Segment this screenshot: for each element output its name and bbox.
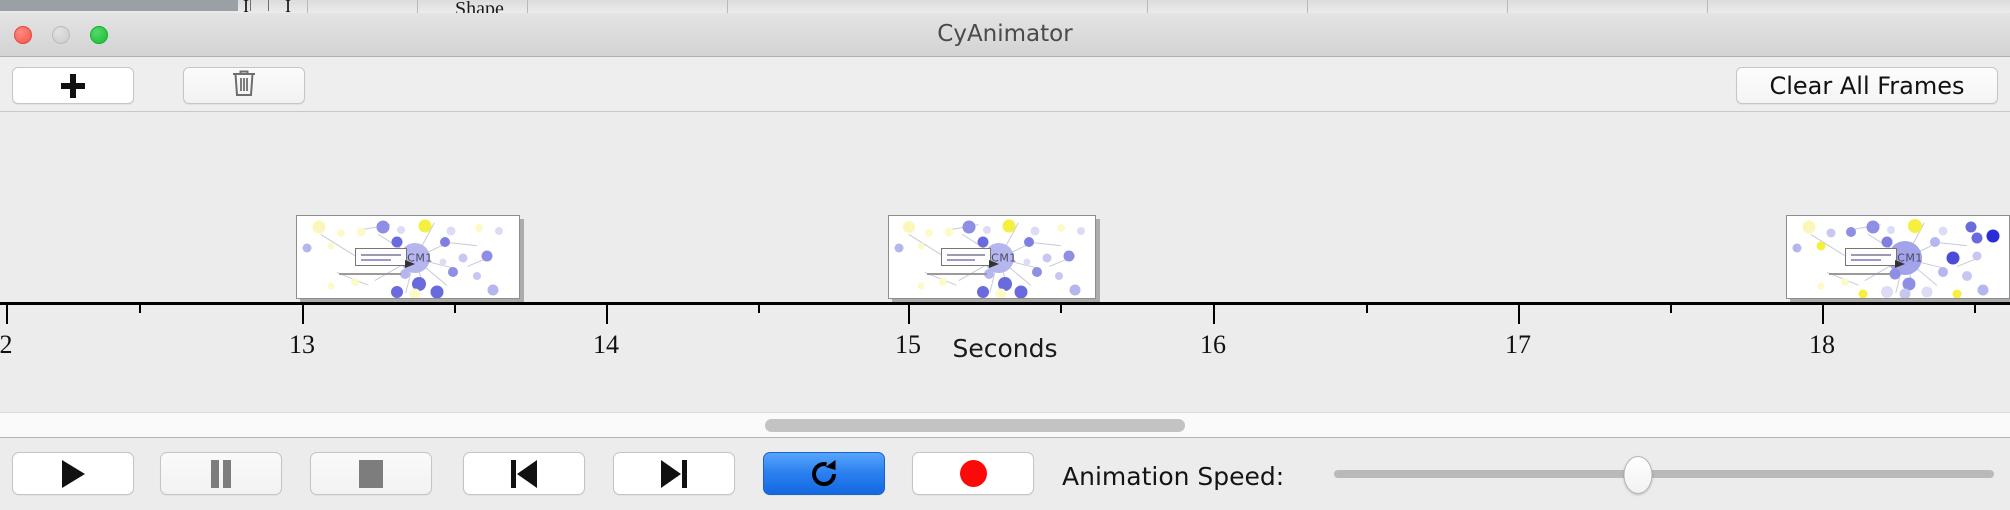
skip-start-icon: [511, 459, 537, 488]
axis-tick-major: [1518, 302, 1520, 324]
scrollbar-thumb[interactable]: [765, 419, 1185, 432]
close-button[interactable]: [14, 26, 32, 44]
axis-tick-label: 15: [895, 330, 921, 359]
pause-icon: [210, 459, 232, 488]
timeline-axis: [0, 302, 2010, 305]
stop-icon: [359, 459, 383, 488]
loop-button[interactable]: [763, 452, 885, 495]
timeline-frame-thumbnail[interactable]: MCM1: [888, 215, 1096, 299]
axis-title: Seconds: [952, 334, 1058, 363]
network-graph-preview: MCM1: [1787, 216, 2009, 298]
animation-speed-slider[interactable]: [1334, 470, 1994, 478]
annotation-text: [1829, 273, 1891, 275]
node-tooltip-callout: [1845, 248, 1897, 266]
record-button[interactable]: [912, 452, 1034, 495]
skip-end-button[interactable]: [613, 452, 735, 495]
title-bar: CyAnimator: [0, 13, 2010, 57]
node-tooltip-callout: [355, 248, 407, 266]
background-window-titlebar: [0, 0, 238, 11]
timeline-frame-thumbnail[interactable]: MCM1: [1786, 215, 2010, 299]
axis-tick-major: [908, 302, 910, 324]
skip-start-button[interactable]: [463, 452, 585, 495]
plus-icon: [61, 73, 85, 98]
axis-tick-minor: [454, 302, 456, 313]
maximize-button[interactable]: [90, 26, 108, 44]
skip-end-icon: [661, 459, 687, 488]
axis-tick-label: 14: [593, 330, 619, 359]
delete-frame-button[interactable]: [183, 67, 305, 104]
network-graph-preview: MCM1: [297, 216, 519, 298]
clear-all-frames-button[interactable]: Clear All Frames: [1736, 67, 1998, 104]
add-frame-button[interactable]: [12, 67, 134, 104]
minimize-button[interactable]: [52, 26, 70, 44]
background-window-strip: I I Shape: [0, 0, 2010, 13]
animation-speed-label: Animation Speed:: [1062, 462, 1285, 491]
stop-button[interactable]: [310, 452, 432, 495]
axis-tick-major: [1213, 302, 1215, 324]
axis-tick-major: [606, 302, 608, 324]
axis-tick-minor: [1670, 302, 1672, 313]
trash-icon: [231, 68, 257, 103]
loop-icon: [807, 457, 841, 491]
pause-button[interactable]: [160, 452, 282, 495]
axis-tick-minor: [1974, 302, 1976, 313]
axis-tick-major: [1822, 302, 1824, 324]
play-icon: [61, 459, 85, 488]
axis-tick-major: [302, 302, 304, 324]
playback-control-bar: Animation Speed:: [0, 438, 2010, 510]
timeline-frame-thumbnail[interactable]: MCM1: [296, 215, 520, 299]
network-graph-preview: MCM1: [889, 216, 1095, 298]
axis-tick-label: 13: [289, 330, 315, 359]
play-button[interactable]: [12, 452, 134, 495]
axis-tick-minor: [1366, 302, 1368, 313]
axis-tick-label: 2: [0, 330, 13, 359]
axis-tick-label: 18: [1809, 330, 1835, 359]
background-window-label: Shape: [455, 0, 504, 13]
timeline-panel[interactable]: MCM1: [0, 112, 2010, 412]
timeline-scrollbar[interactable]: [0, 412, 2010, 438]
axis-tick-minor: [758, 302, 760, 313]
record-icon: [959, 460, 987, 487]
axis-tick-label: 17: [1505, 330, 1531, 359]
axis-tick-label: 16: [1200, 330, 1226, 359]
axis-tick-minor: [139, 302, 141, 313]
annotation-text: [339, 273, 401, 275]
axis-tick-major: [6, 302, 8, 324]
annotation-text: [927, 273, 987, 275]
window-title: CyAnimator: [937, 21, 1073, 47]
animation-speed-slider-thumb[interactable]: [1623, 456, 1653, 494]
toolbar: Clear All Frames: [0, 57, 2010, 112]
axis-tick-minor: [1060, 302, 1062, 313]
node-tooltip-callout: [941, 248, 991, 266]
